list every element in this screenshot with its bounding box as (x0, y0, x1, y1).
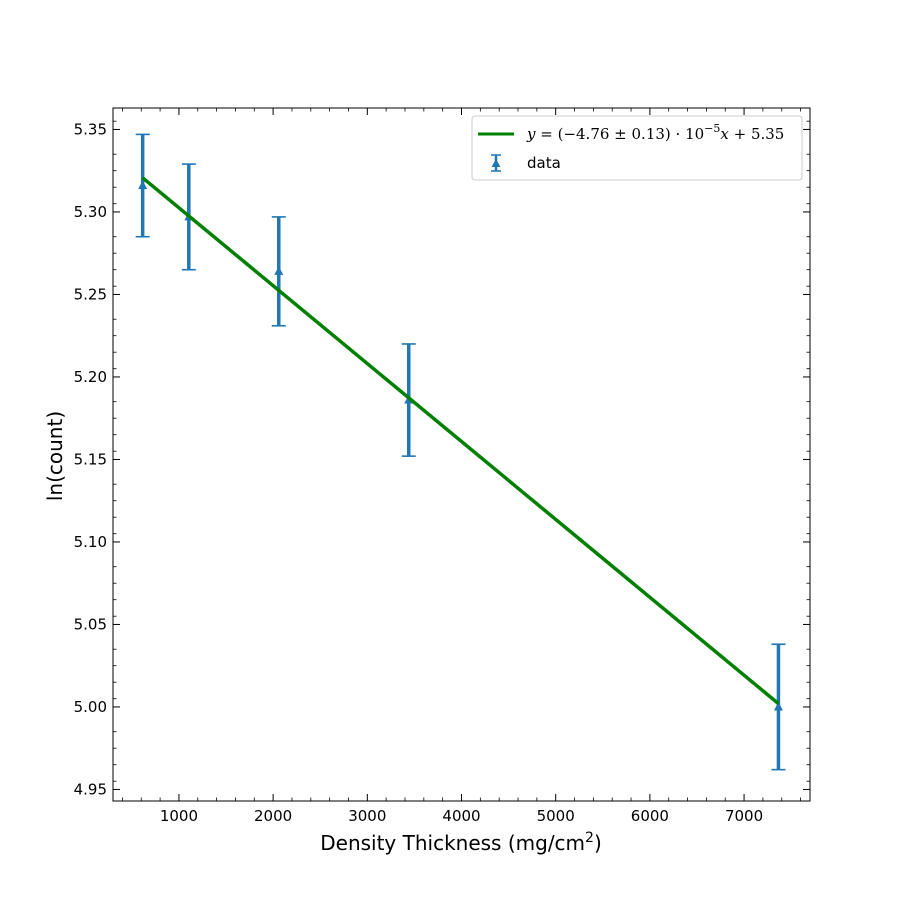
y-tick-label: 4.95 (74, 780, 107, 798)
legend-data-label: data (527, 154, 561, 172)
x-tick-label: 3000 (348, 807, 386, 825)
y-tick-label: 5.25 (74, 285, 107, 303)
legend: y = (−4.76 ± 0.13) · 10−5x + 5.35 data (471, 115, 803, 181)
data-point (771, 643, 786, 771)
x-tick-labels: 1000 2000 3000 4000 5000 6000 7000 (160, 807, 763, 825)
legend-box (471, 115, 803, 181)
y-tick-label: 5.20 (74, 368, 107, 386)
data-point (271, 216, 286, 327)
x-tick-label: 5000 (537, 807, 575, 825)
y-tick-label: 5.10 (74, 533, 107, 551)
y-tick-label: 5.30 (74, 203, 107, 221)
triangle-marker (138, 180, 148, 190)
x-tick-label: 1000 (160, 807, 198, 825)
x-tick-label: 6000 (631, 807, 669, 825)
y-tick-labels: 4.95 5.00 5.05 5.10 5.15 5.20 5.25 5.30 5.35 (74, 120, 107, 798)
x-tick-label: 2000 (254, 807, 292, 825)
y-tick-label: 5.05 (74, 615, 107, 633)
y-axis-label: ln(count) (43, 411, 67, 501)
legend-fit-label: y = (−4.76 ± 0.13) · 10−5x + 5.35 (526, 122, 784, 143)
y-tick-label: 5.00 (74, 698, 107, 716)
data-point (135, 133, 150, 238)
major-ticks (113, 108, 810, 801)
series-layer (135, 133, 786, 771)
x-axis-label: Density Thickness (mg/cm2) (320, 830, 602, 855)
x-tick-label: 4000 (442, 807, 480, 825)
plot-frame (112, 107, 811, 802)
x-tick-label: 7000 (725, 807, 763, 825)
legend-data-swatch (491, 154, 501, 172)
fit-line (141, 176, 780, 705)
minor-ticks (113, 108, 810, 801)
plot-area (113, 108, 810, 801)
triangle-marker (773, 701, 783, 711)
triangle-marker (274, 266, 284, 275)
y-tick-label: 5.35 (74, 120, 107, 138)
y-tick-label: 5.15 (74, 450, 107, 468)
